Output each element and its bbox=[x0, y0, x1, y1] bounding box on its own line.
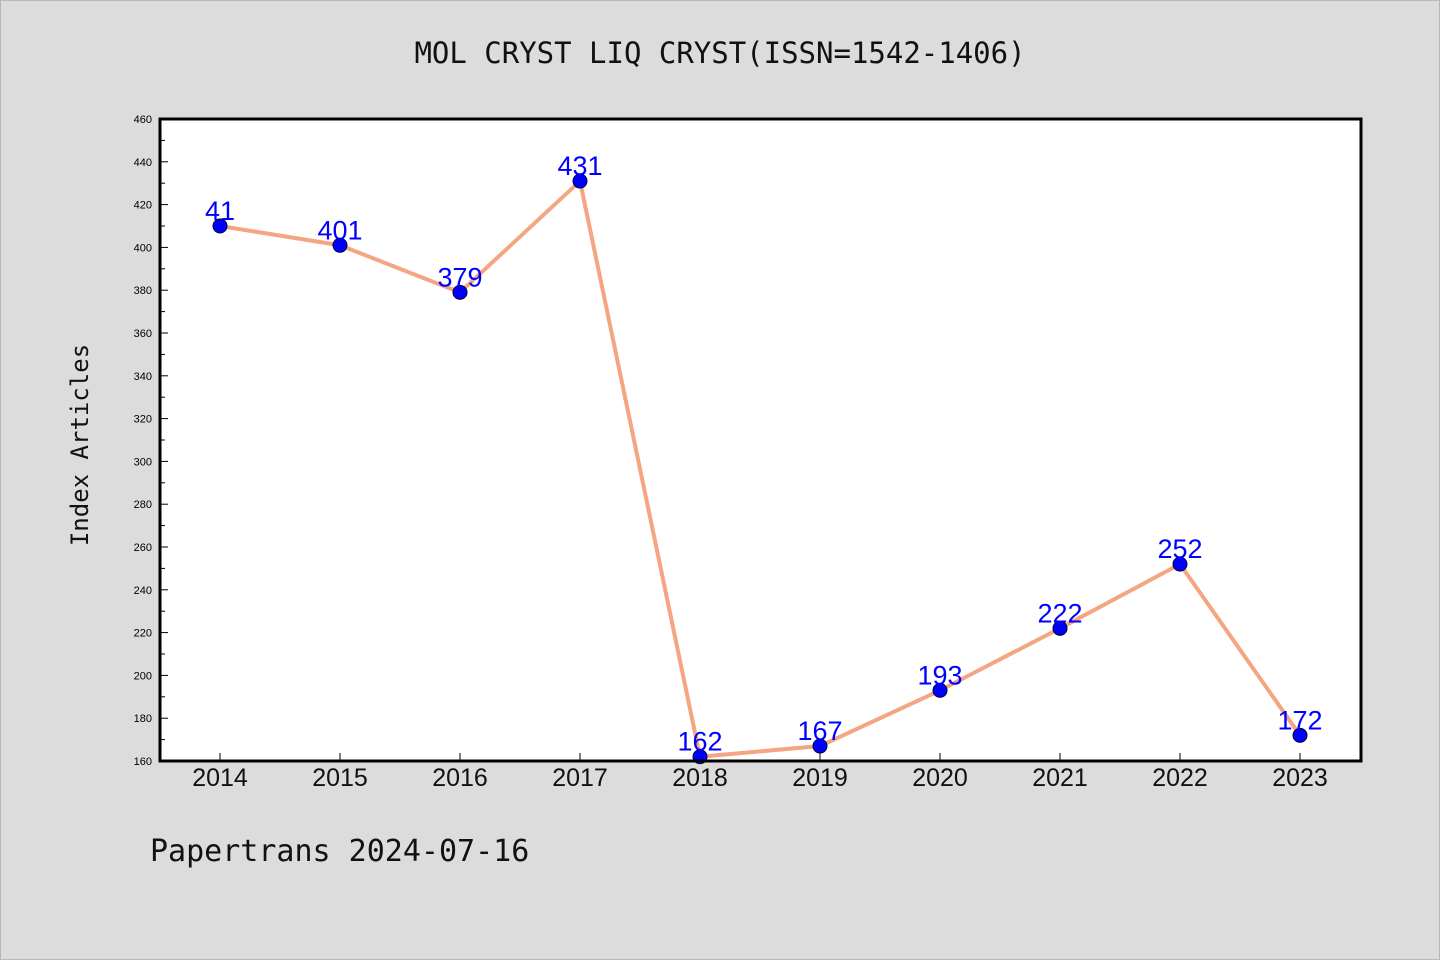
data-point bbox=[212, 218, 228, 234]
x-tick-label: 2014 bbox=[192, 764, 248, 792]
data-point bbox=[932, 682, 948, 698]
data-point bbox=[332, 237, 348, 253]
x-tick-label: 2015 bbox=[312, 764, 368, 792]
y-tick-label: 260 bbox=[134, 542, 152, 554]
data-point bbox=[1052, 620, 1068, 636]
data-label: 222 bbox=[1037, 598, 1082, 628]
y-tick-label: 280 bbox=[134, 499, 152, 511]
data-label: 379 bbox=[437, 262, 482, 292]
y-tick-label: 460 bbox=[134, 114, 152, 126]
y-tick-label: 180 bbox=[134, 713, 152, 725]
data-point bbox=[572, 173, 588, 189]
data-label: 252 bbox=[1157, 534, 1202, 564]
data-point bbox=[452, 284, 468, 300]
data-label: 193 bbox=[917, 660, 962, 690]
footer-text: Papertrans 2024-07-16 bbox=[150, 834, 530, 869]
y-tick-label: 420 bbox=[134, 200, 152, 212]
x-tick-label: 2022 bbox=[1152, 764, 1208, 792]
data-point bbox=[1292, 727, 1308, 743]
y-tick-label: 380 bbox=[134, 285, 152, 297]
data-label: 167 bbox=[797, 716, 842, 746]
x-tick-label: 2018 bbox=[672, 764, 728, 792]
y-tick-label: 160 bbox=[134, 756, 152, 768]
data-label: 162 bbox=[677, 727, 722, 757]
x-tick-label: 2021 bbox=[1032, 764, 1088, 792]
y-tick-label: 400 bbox=[134, 242, 152, 254]
data-label: 172 bbox=[1277, 705, 1322, 735]
x-tick-label: 2016 bbox=[432, 764, 488, 792]
data-label: 401 bbox=[317, 215, 362, 245]
data-label: 431 bbox=[557, 151, 602, 181]
x-tick-label: 2019 bbox=[792, 764, 848, 792]
plot-area bbox=[160, 119, 1361, 761]
y-tick-label: 340 bbox=[134, 371, 152, 383]
plot-border bbox=[158, 117, 1363, 763]
chart-title: MOL CRYST LIQ CRYST(ISSN=1542-1406) bbox=[414, 36, 1026, 70]
y-tick-label: 240 bbox=[134, 585, 152, 597]
data-label: 41 bbox=[205, 196, 235, 226]
y-tick-label: 320 bbox=[134, 414, 152, 426]
x-tick-label: 2023 bbox=[1272, 764, 1328, 792]
x-tick-label: 2020 bbox=[912, 764, 968, 792]
y-tick-label: 200 bbox=[134, 670, 152, 682]
data-point bbox=[812, 738, 828, 754]
y-tick-label: 220 bbox=[134, 628, 152, 640]
y-tick-label: 300 bbox=[134, 456, 152, 468]
series-line bbox=[219, 179, 1302, 759]
y-tick-label: 360 bbox=[134, 328, 152, 340]
y-tick-label: 440 bbox=[134, 157, 152, 169]
data-point bbox=[1172, 556, 1188, 572]
x-tick-label: 2017 bbox=[552, 764, 608, 792]
